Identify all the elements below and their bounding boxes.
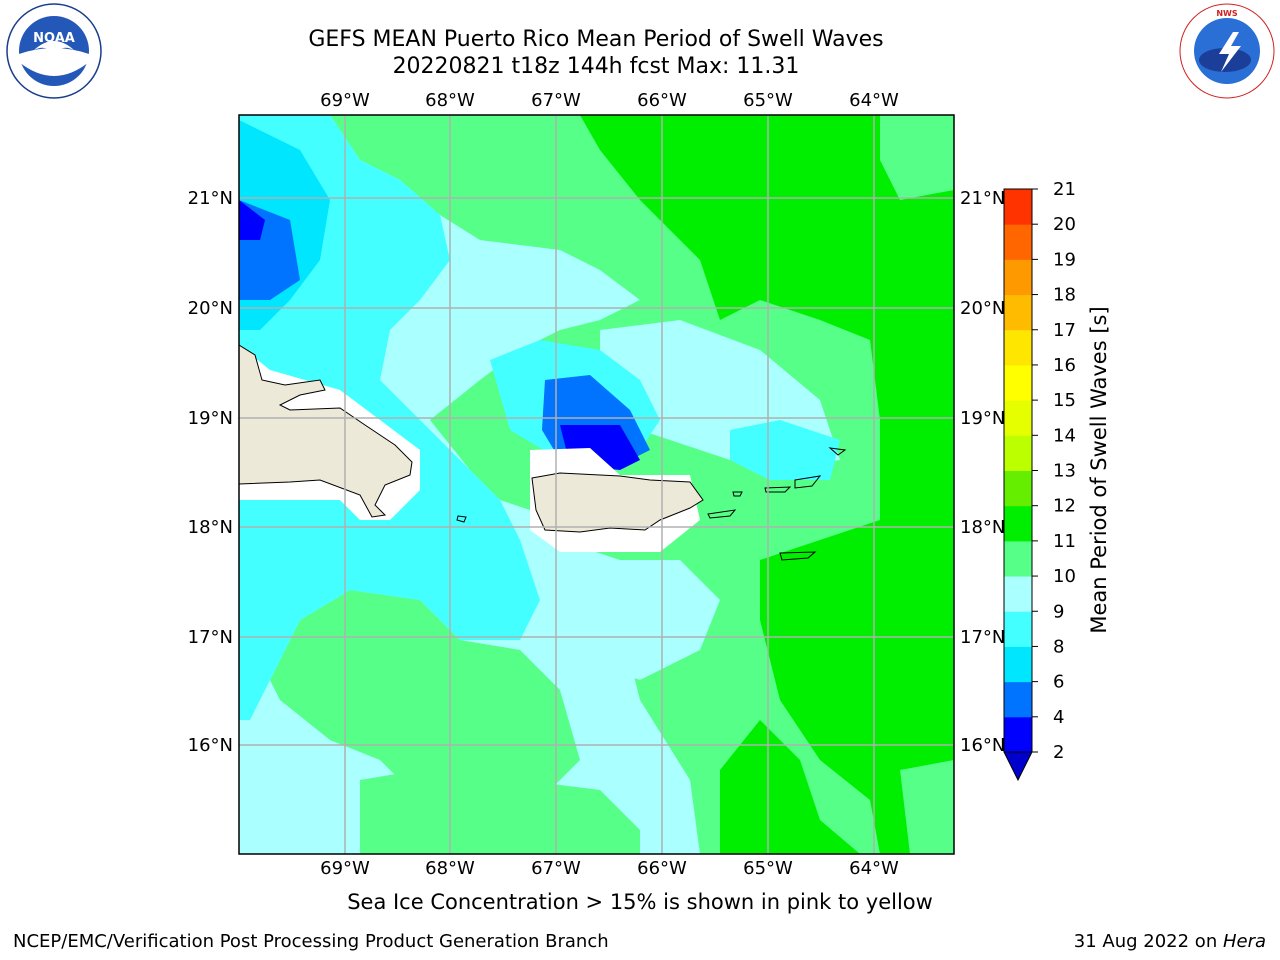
colorbar-segment xyxy=(1004,435,1032,471)
svg-text:NOAA: NOAA xyxy=(33,31,75,46)
lat-label-left: 18°N xyxy=(188,517,233,538)
colorbar-label: Mean Period of Swell Waves [s] xyxy=(1087,306,1111,633)
culebra-island xyxy=(732,491,743,497)
colorbar-under-arrow xyxy=(1003,751,1033,782)
swell-field-8-9-south-pr xyxy=(550,540,720,680)
colorbar-tick-label: 2 xyxy=(1053,742,1064,763)
lon-label-top: 69°W xyxy=(320,90,370,111)
st-thomas-island xyxy=(764,486,792,493)
lat-label-right: 18°N xyxy=(960,517,1005,538)
lon-label-top: 67°W xyxy=(531,90,581,111)
swell-field-9-10-south xyxy=(270,590,580,820)
lon-label-bottom: 68°W xyxy=(425,858,475,879)
footer-credit: NCEP/EMC/Verification Post Processing Pr… xyxy=(13,931,609,952)
colorbar-segment xyxy=(1004,364,1032,401)
swell-field-9-10-se xyxy=(900,760,954,854)
colorbar-tick-label: 16 xyxy=(1053,355,1076,376)
chart-subtitle: 20220821 t18z 144h fcst Max: 11.31 xyxy=(392,54,800,79)
colorbar-segment xyxy=(1004,681,1032,718)
lat-label-right: 16°N xyxy=(960,735,1005,756)
colorbar-segment xyxy=(1004,400,1032,436)
colorbar-tick-label: 21 xyxy=(1053,179,1076,200)
st-john-island xyxy=(794,475,822,489)
lat-label-left: 16°N xyxy=(188,735,233,756)
colorbar-segment xyxy=(1004,294,1032,331)
colorbar-segment xyxy=(1004,470,1032,507)
vieques-island xyxy=(707,509,737,519)
hispaniola-land xyxy=(239,344,413,518)
nws-logo-icon: NWS xyxy=(1179,3,1275,99)
anegada-island xyxy=(828,447,847,456)
lon-label-top: 65°W xyxy=(743,90,793,111)
colorbar-tick-label: 8 xyxy=(1053,636,1064,657)
swell-field-10-11 xyxy=(580,115,954,854)
lat-label-right: 21°N xyxy=(960,188,1005,209)
chart-title: GEFS MEAN Puerto Rico Mean Period of Swe… xyxy=(308,27,884,52)
colorbar-tick-label: 17 xyxy=(1053,320,1076,341)
colorbar-segment xyxy=(1004,224,1032,260)
lat-label-right: 19°N xyxy=(960,408,1005,429)
lat-label-right: 20°N xyxy=(960,298,1005,319)
swell-field-9-10-southwest xyxy=(360,770,640,854)
colorbar-segment xyxy=(1004,259,1032,296)
footer-date: 31 Aug 2022 on Hera xyxy=(1074,931,1266,952)
colorbar-segment xyxy=(1004,329,1032,366)
lon-label-top: 68°W xyxy=(425,90,475,111)
colorbar-segment xyxy=(1004,540,1032,577)
colorbar-segment xyxy=(1004,505,1032,542)
colorbar-tick-label: 11 xyxy=(1053,531,1076,552)
lon-label-top: 66°W xyxy=(637,90,687,111)
colorbar-segment xyxy=(1004,716,1032,753)
map-grid xyxy=(239,115,954,854)
colorbar-tick-label: 10 xyxy=(1053,566,1076,587)
svg-text:NWS: NWS xyxy=(1216,9,1238,18)
colorbar-tick-label: 20 xyxy=(1053,214,1076,235)
sea-ice-note: Sea Ice Concentration > 15% is shown in … xyxy=(347,890,933,914)
colorbar-segment xyxy=(1004,611,1032,647)
colorbar-tick-label: 15 xyxy=(1053,390,1076,411)
lat-label-right: 17°N xyxy=(960,627,1005,648)
lon-label-bottom: 66°W xyxy=(637,858,687,879)
lat-label-left: 17°N xyxy=(188,627,233,648)
colorbar-tick-label: 19 xyxy=(1053,249,1076,270)
lon-label-bottom: 67°W xyxy=(531,858,581,879)
lat-label-left: 20°N xyxy=(188,298,233,319)
colorbar-tick-label: 14 xyxy=(1053,425,1076,446)
colorbar-segment xyxy=(1004,646,1032,683)
lat-label-left: 21°N xyxy=(188,188,233,209)
puerto-rico-land xyxy=(531,472,704,533)
colorbar-segment xyxy=(1004,189,1032,225)
lon-label-bottom: 69°W xyxy=(320,858,370,879)
colorbar-tick-label: 13 xyxy=(1053,461,1076,482)
swell-field-below-2-west xyxy=(239,200,265,240)
lon-label-bottom: 64°W xyxy=(849,858,899,879)
st-croix-island xyxy=(779,551,817,561)
lon-label-top: 64°W xyxy=(849,90,899,111)
lat-label-left: 19°N xyxy=(188,408,233,429)
colorbar-tick-label: 18 xyxy=(1053,285,1076,306)
lon-label-bottom: 65°W xyxy=(743,858,793,879)
mona-island xyxy=(456,515,467,523)
colorbar-tick-label: 4 xyxy=(1053,707,1064,728)
swell-field-10-11-south xyxy=(720,720,860,854)
map-frame xyxy=(238,114,955,855)
footer-date-text: 31 Aug 2022 on xyxy=(1073,931,1223,952)
colorbar-tick-label: 12 xyxy=(1053,496,1076,517)
colorbar-tick-label: 6 xyxy=(1053,672,1064,693)
swell-field-6-8-vi xyxy=(730,420,840,480)
swell-field-9-10-ne xyxy=(880,115,954,200)
colorbar: 2 4 6 8 9 10 11 12 13 14 15 16 17 18 19 20 21 xyxy=(1003,179,1076,782)
footer-machine: Hera xyxy=(1222,931,1266,952)
colorbar-segment xyxy=(1004,576,1032,612)
noaa-logo-icon: NOAA xyxy=(6,3,102,99)
colorbar-tick-label: 9 xyxy=(1053,601,1064,622)
